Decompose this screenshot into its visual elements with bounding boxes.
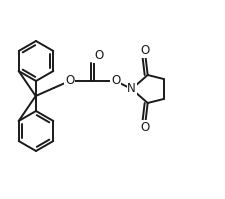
Text: O: O — [140, 121, 149, 134]
Text: O: O — [140, 44, 149, 57]
Text: O: O — [94, 49, 103, 62]
Text: O: O — [111, 74, 120, 88]
Text: O: O — [65, 74, 74, 88]
Text: N: N — [127, 83, 136, 96]
